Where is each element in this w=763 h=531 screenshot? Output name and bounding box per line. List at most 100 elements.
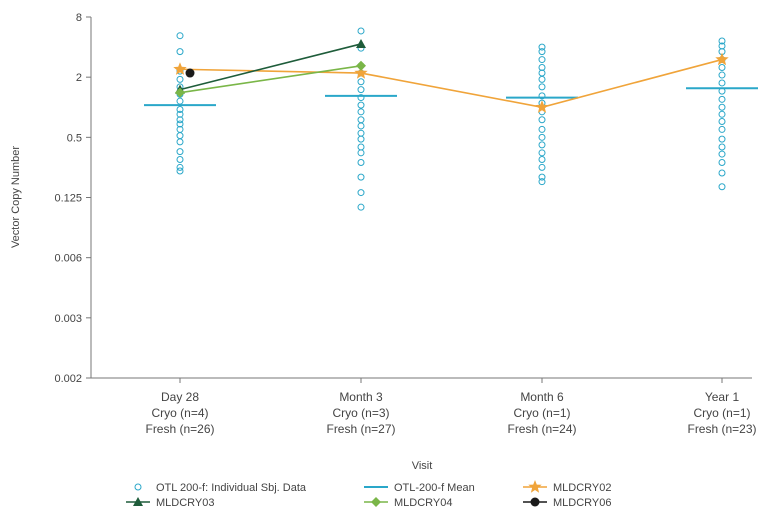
legend-marker xyxy=(371,497,381,507)
individual-point xyxy=(538,83,546,91)
series-point xyxy=(173,62,187,75)
individual-point xyxy=(538,43,546,51)
individual-point xyxy=(357,135,365,143)
individual-point xyxy=(176,156,184,164)
x-axis-title: Visit xyxy=(412,460,433,472)
series-point xyxy=(175,87,185,98)
series-point xyxy=(715,52,729,66)
y-tick-label: 0.003 xyxy=(54,313,82,325)
x-tick-label: Day 28 xyxy=(161,390,199,404)
x-tick-label: Fresh (n=23) xyxy=(687,422,756,436)
individual-point xyxy=(718,63,726,71)
x-tick-label: Fresh (n=26) xyxy=(145,422,214,436)
axes: 8 2 0.5 0.125 0.006 0.003 0.002 Day 28 Cryo (n=4… xyxy=(54,12,756,436)
individual-point xyxy=(176,75,184,83)
individual-point xyxy=(176,167,184,175)
series-point xyxy=(356,38,366,48)
individual-point xyxy=(357,86,365,94)
individual-point xyxy=(538,133,546,141)
x-tick-label: Fresh (n=27) xyxy=(326,422,395,436)
individual-point xyxy=(538,92,546,100)
x-tick-label: Fresh (n=24) xyxy=(507,422,576,436)
individual-point xyxy=(538,125,546,133)
individual-point xyxy=(176,148,184,156)
individual-point xyxy=(538,173,546,181)
individual-point xyxy=(176,105,184,113)
legend-item: OTL 200-f: Individual Sbj. Data xyxy=(134,482,307,494)
individual-point xyxy=(357,94,365,102)
series-point xyxy=(185,68,195,78)
individual-point xyxy=(357,129,365,137)
individual-point xyxy=(357,78,365,86)
y-tick-label: 2 xyxy=(76,72,82,84)
series-point xyxy=(356,60,366,71)
individual-point xyxy=(176,32,184,40)
individual-point xyxy=(718,183,726,191)
individual-point xyxy=(176,110,184,118)
individual-point xyxy=(357,122,365,130)
legend: OTL 200-f: Individual Sbj. Data OTL-200-f… xyxy=(126,480,612,509)
legend-label: OTL-200-f Mean xyxy=(394,482,475,494)
y-tick-label: 8 xyxy=(76,12,82,24)
individual-point xyxy=(718,158,726,166)
legend-item: MLDCRY03 xyxy=(126,497,215,509)
individual-point xyxy=(718,118,726,126)
individual-point xyxy=(718,71,726,79)
y-tick-label: 0.5 xyxy=(67,132,82,144)
individual-point xyxy=(718,95,726,103)
individual-point xyxy=(357,173,365,181)
individual-point xyxy=(357,158,365,166)
individual-point xyxy=(357,203,365,211)
individual-point xyxy=(176,48,184,56)
individual-point xyxy=(718,143,726,151)
legend-label: MLDCRY02 xyxy=(553,482,612,494)
x-tick-label: Cryo (n=4) xyxy=(151,406,208,420)
individual-point xyxy=(538,48,546,56)
chart-marks xyxy=(144,27,758,211)
series-point xyxy=(535,100,549,113)
legend-item: MLDCRY06 xyxy=(523,497,612,509)
individual-point xyxy=(538,163,546,171)
x-tick-label: Year 1 xyxy=(705,390,740,404)
series-line xyxy=(179,58,723,109)
individual-point xyxy=(176,132,184,140)
individual-point xyxy=(538,75,546,83)
individual-point xyxy=(718,103,726,111)
individual-point xyxy=(718,79,726,87)
legend-marker xyxy=(134,483,142,491)
series-line xyxy=(179,43,362,91)
legend-marker xyxy=(528,480,542,493)
x-tick-label: Month 6 xyxy=(520,390,564,404)
individual-point xyxy=(176,163,184,171)
legend-item: MLDCRY02 xyxy=(523,480,612,494)
individual-point xyxy=(357,149,365,157)
individual-point xyxy=(718,110,726,118)
x-tick-label: Month 3 xyxy=(339,390,383,404)
x-tick-label: Cryo (n=1) xyxy=(513,406,570,420)
legend-label: MLDCRY04 xyxy=(394,497,453,509)
individual-point xyxy=(718,135,726,143)
individual-point xyxy=(538,116,546,124)
individual-point xyxy=(357,189,365,197)
legend-marker xyxy=(133,497,143,506)
individual-point xyxy=(176,97,184,105)
individual-point xyxy=(357,101,365,109)
individual-point xyxy=(357,116,365,124)
y-tick-label: 0.125 xyxy=(54,193,82,205)
individual-point xyxy=(718,169,726,177)
individual-point xyxy=(538,156,546,164)
y-axis-title: Vector Copy Number xyxy=(10,146,22,248)
legend-label: MLDCRY03 xyxy=(156,497,215,509)
legend-label: MLDCRY06 xyxy=(553,497,612,509)
individual-point xyxy=(357,27,365,35)
legend-label: OTL 200-f: Individual Sbj. Data xyxy=(156,482,307,494)
series-point xyxy=(354,66,368,79)
y-tick-label: 0.006 xyxy=(54,253,82,265)
individual-point xyxy=(538,141,546,149)
legend-marker xyxy=(530,497,540,507)
y-tick-label: 0.002 xyxy=(54,373,82,385)
x-tick-label: Cryo (n=3) xyxy=(332,406,389,420)
legend-item: OTL-200-f Mean xyxy=(364,482,475,494)
individual-point xyxy=(718,150,726,158)
